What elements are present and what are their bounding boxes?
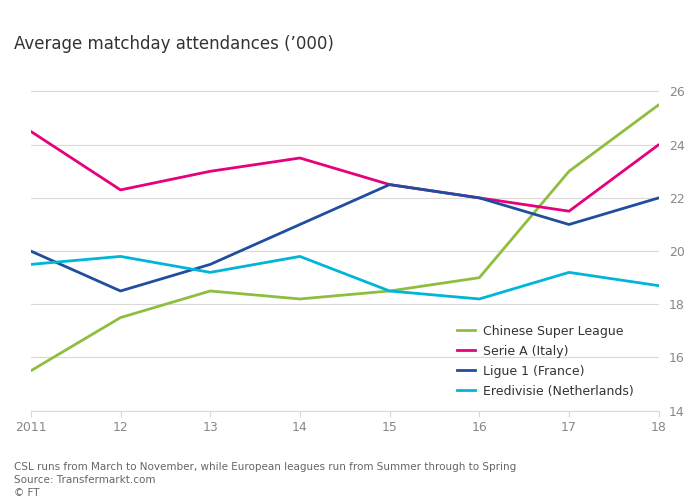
Ligue 1 (France) [206, 261, 214, 267]
Chinese Super League [27, 368, 35, 374]
Serie A (Italy) [565, 208, 573, 214]
Serie A (Italy) [116, 187, 125, 193]
Ligue 1 (France) [27, 248, 35, 254]
Text: © FT: © FT [14, 488, 39, 498]
Chinese Super League [475, 274, 484, 280]
Chinese Super League [654, 102, 663, 108]
Serie A (Italy) [27, 128, 35, 134]
Eredivisie (Netherlands) [654, 282, 663, 288]
Eredivisie (Netherlands) [475, 296, 484, 302]
Eredivisie (Netherlands) [206, 269, 214, 275]
Ligue 1 (France) [116, 288, 125, 294]
Ligue 1 (France) [386, 182, 394, 188]
Eredivisie (Netherlands) [27, 261, 35, 267]
Chinese Super League [295, 296, 304, 302]
Line: Serie A (Italy): Serie A (Italy) [31, 131, 659, 211]
Ligue 1 (France) [565, 222, 573, 228]
Serie A (Italy) [295, 155, 304, 161]
Text: Average matchday attendances (’000): Average matchday attendances (’000) [14, 35, 334, 53]
Chinese Super League [206, 288, 214, 294]
Serie A (Italy) [206, 168, 214, 174]
Ligue 1 (France) [295, 222, 304, 228]
Text: CSL runs from March to November, while European leagues run from Summer through : CSL runs from March to November, while E… [14, 462, 517, 472]
Serie A (Italy) [386, 182, 394, 188]
Chinese Super League [565, 168, 573, 174]
Eredivisie (Netherlands) [565, 269, 573, 275]
Text: Source: Transfermarkt.com: Source: Transfermarkt.com [14, 475, 155, 485]
Serie A (Italy) [475, 195, 484, 201]
Line: Chinese Super League: Chinese Super League [31, 105, 659, 371]
Serie A (Italy) [654, 142, 663, 148]
Ligue 1 (France) [654, 195, 663, 201]
Line: Ligue 1 (France): Ligue 1 (France) [31, 185, 659, 291]
Legend: Chinese Super League, Serie A (Italy), Ligue 1 (France), Eredivisie (Netherlands: Chinese Super League, Serie A (Italy), L… [456, 325, 634, 398]
Eredivisie (Netherlands) [295, 253, 304, 259]
Chinese Super League [116, 314, 125, 320]
Chinese Super League [386, 288, 394, 294]
Line: Eredivisie (Netherlands): Eredivisie (Netherlands) [31, 256, 659, 299]
Eredivisie (Netherlands) [116, 253, 125, 259]
Eredivisie (Netherlands) [386, 288, 394, 294]
Ligue 1 (France) [475, 195, 484, 201]
